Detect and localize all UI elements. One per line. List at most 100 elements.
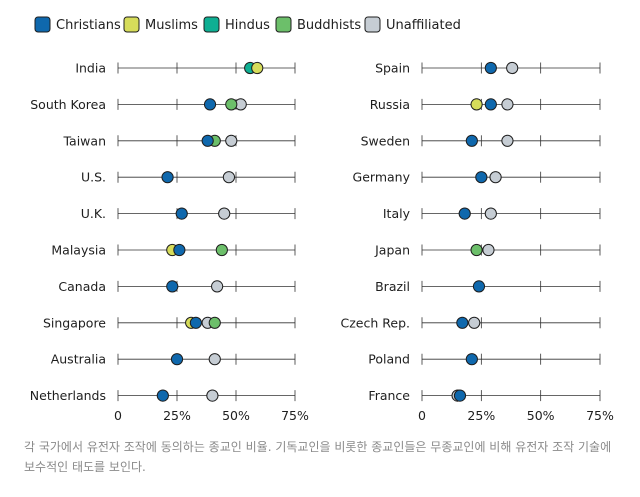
row-canada: Canada — [58, 279, 296, 294]
row-poland: Poland — [368, 352, 601, 367]
legend-swatch-unaffiliated — [364, 16, 381, 33]
row-india: India — [75, 61, 296, 76]
panel-1: India South Korea Taiwan U.S. U.K. Malaysia Ca… — [30, 61, 309, 424]
row-taiwan: Taiwan — [62, 133, 296, 148]
country-label-germany: Germany — [353, 170, 411, 185]
row-brazil: Brazil — [375, 279, 601, 294]
dot-italy-unaffiliated — [484, 207, 497, 220]
dot-russia-christians — [484, 98, 497, 111]
row-u-k: U.K. — [81, 206, 296, 221]
row-japan: Japan — [374, 243, 601, 258]
legend-item-christians: Christians — [34, 16, 121, 33]
legend-label-muslims: Muslims — [145, 18, 198, 33]
dot-russia-muslims — [470, 98, 483, 111]
row-france: France — [368, 388, 601, 403]
legend-item-unaffiliated: Unaffiliated — [364, 16, 461, 33]
row-u-s: U.S. — [81, 170, 296, 185]
legend-item-hindus: Hindus — [203, 16, 270, 33]
country-label-south-korea: South Korea — [30, 97, 106, 112]
row-singapore: Singapore — [43, 315, 296, 330]
dot-u-s-christians — [161, 171, 174, 184]
dot-malaysia-christians — [173, 243, 186, 257]
legend-label-christians: Christians — [56, 18, 121, 33]
dot-japan-buddhists — [470, 243, 483, 257]
dot-india-muslims — [251, 61, 264, 75]
dot-germany-christians — [475, 171, 488, 184]
country-label-india: India — [75, 61, 106, 76]
x-tick-label: 50% — [222, 408, 250, 423]
row-russia: Russia — [370, 97, 601, 112]
dot-spain-christians — [484, 61, 497, 75]
dot-singapore-christians — [189, 316, 202, 329]
dot-spain-unaffiliated — [506, 61, 519, 75]
legend-item-muslims: Muslims — [123, 16, 198, 33]
dot-south-korea-buddhists — [225, 98, 238, 111]
legend-swatch-buddhists — [275, 16, 292, 33]
x-tick-label: 25% — [163, 408, 191, 423]
x-tick-label: 0 — [418, 408, 426, 423]
row-germany: Germany — [353, 170, 601, 185]
legend-item-buddhists: Buddhists — [275, 16, 361, 33]
dot-taiwan-unaffiliated — [225, 134, 238, 147]
legend-label-buddhists: Buddhists — [297, 18, 361, 33]
chart-panels: India South Korea Taiwan U.S. U.K. Malaysia Ca… — [30, 61, 614, 424]
x-tick-label: 50% — [527, 408, 555, 423]
row-malaysia: Malaysia — [51, 243, 296, 258]
dot-brazil-christians — [472, 280, 486, 293]
dot-u-k-unaffiliated — [218, 207, 231, 220]
dot-sweden-unaffiliated — [501, 134, 514, 147]
x-tick-label: 0 — [114, 408, 122, 423]
row-italy: Italy — [383, 206, 601, 221]
legend-label-unaffiliated: Unaffiliated — [386, 18, 461, 33]
panel-2: Spain Russia Sweden Germany Italy Japan Brazil… — [341, 61, 614, 424]
dot-singapore-buddhists — [208, 316, 221, 329]
row-czech-rep: Czech Rep. — [341, 315, 601, 330]
country-label-canada: Canada — [58, 279, 106, 294]
dot-sweden-christians — [465, 134, 478, 147]
dot-germany-unaffiliated — [489, 171, 502, 184]
row-south-korea: South Korea — [30, 97, 296, 112]
country-label-czech-rep: Czech Rep. — [341, 315, 410, 330]
dot-taiwan-christians — [201, 134, 214, 147]
row-australia: Australia — [51, 352, 296, 367]
country-label-malaysia: Malaysia — [51, 243, 106, 258]
dot-poland-christians — [465, 353, 478, 366]
legend-swatch-hindus — [203, 16, 220, 33]
x-tick-label: 75% — [281, 408, 309, 423]
country-label-u-k: U.K. — [81, 206, 106, 221]
dot-czech-rep-unaffiliated — [468, 316, 481, 329]
row-netherlands: Netherlands — [30, 388, 296, 403]
dot-u-s-unaffiliated — [222, 171, 236, 184]
dot-australia-christians — [170, 353, 184, 366]
figure-caption: 각 국가에서 유전자 조작에 동의하는 종교인 비율. 기독교인을 비롯한 종교… — [24, 440, 612, 474]
dot-u-k-christians — [175, 207, 188, 220]
row-sweden: Sweden — [361, 133, 601, 148]
country-label-singapore: Singapore — [43, 315, 106, 330]
dot-south-korea-christians — [203, 98, 217, 111]
country-label-netherlands: Netherlands — [30, 388, 106, 403]
dot-canada-unaffiliated — [211, 280, 224, 293]
dot-france-christians — [453, 389, 467, 402]
country-label-france: France — [368, 388, 410, 403]
legend: Christians Muslims Hindus Buddhists Unaffili… — [34, 16, 461, 33]
country-label-japan: Japan — [374, 243, 410, 258]
legend-swatch-muslims — [123, 16, 140, 33]
dot-canada-christians — [166, 280, 179, 293]
dot-australia-unaffiliated — [208, 353, 221, 366]
legend-swatch-christians — [34, 16, 51, 33]
x-tick-label: 75% — [586, 408, 614, 423]
legend-label-hindus: Hindus — [225, 18, 270, 33]
country-label-poland: Poland — [368, 352, 410, 367]
dot-russia-unaffiliated — [501, 98, 514, 111]
x-tick-label: 25% — [467, 408, 495, 423]
country-label-brazil: Brazil — [375, 279, 410, 294]
country-label-u-s: U.S. — [81, 170, 106, 185]
dot-malaysia-buddhists — [215, 243, 228, 257]
dot-netherlands-christians — [156, 389, 169, 402]
dot-japan-unaffiliated — [482, 243, 495, 257]
country-label-spain: Spain — [375, 61, 410, 76]
country-label-australia: Australia — [51, 352, 106, 367]
country-label-sweden: Sweden — [361, 133, 410, 148]
dot-italy-christians — [458, 207, 471, 220]
